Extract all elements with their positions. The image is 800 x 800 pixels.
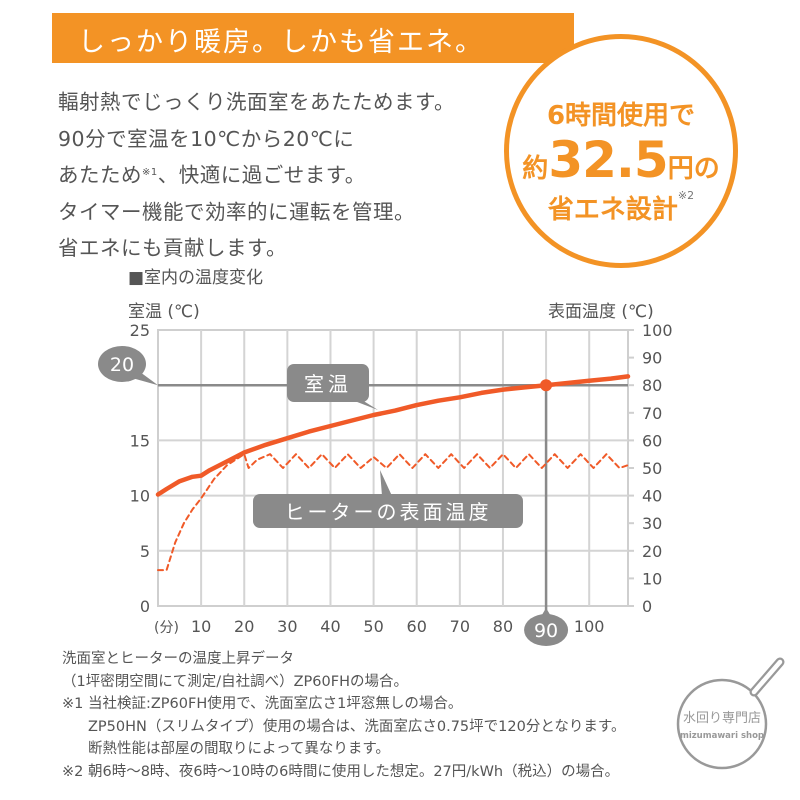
footnote-line-6: ※2 朝6時〜8時、夜6時〜10時の6時間に使用した想定。27円/kWh（税込）…	[62, 763, 620, 780]
badge-line-2: 約32.5円の	[509, 131, 733, 189]
svg-text:室温: 室温	[304, 372, 352, 396]
headline-text: しっかり暖房。しかも省エネ。	[78, 27, 484, 58]
description-line-3a: あたため	[58, 163, 142, 187]
badge-line-3-text: 省エネ設計	[547, 195, 678, 225]
heater-surface-temp-line	[157, 453, 629, 572]
footnote-line-5: 断熱性能は部屋の間取りによって異なります。	[88, 741, 390, 757]
svg-text:80: 80	[493, 617, 513, 636]
svg-text:50: 50	[642, 459, 662, 478]
description-line-2: 90分で室温を10℃から20℃に	[58, 126, 355, 151]
watermark-jp: 水回り専門店	[683, 711, 761, 726]
description-line-3: あたため※1、快適に過ごせます。	[58, 157, 455, 194]
description-line-4: タイマー機能で効率的に運転を管理。	[58, 199, 415, 224]
svg-text:10: 10	[191, 617, 211, 636]
room-temp-line	[155, 374, 631, 497]
svg-text:ヒーターの表面温度: ヒーターの表面温度	[285, 500, 492, 524]
svg-text:20: 20	[234, 617, 254, 636]
badge-prefix: 約	[522, 154, 549, 184]
description-line-5: 省エネにも貢献します。	[58, 236, 287, 260]
chart-axis-ticks: 10 20 30 40 50 60 70 80 100(分)051015250102030405…	[130, 321, 673, 636]
badge-amount: 32.5	[548, 131, 668, 189]
y-axis-left-title: 室温 (℃)	[128, 302, 200, 322]
svg-text:40: 40	[320, 617, 340, 636]
svg-text:20: 20	[110, 354, 134, 376]
description-text: 輻射熱でじっくり洗面室をあたためます。 90分で室温を10℃から20℃に あたた…	[58, 84, 455, 267]
chart-grid	[157, 329, 634, 618]
svg-text:25: 25	[130, 321, 150, 340]
shop-watermark: 水回り専門店 mizumawari shop	[676, 657, 785, 770]
footnote-ref-1: ※1	[142, 167, 158, 178]
badge-line-1: 6時間使用で	[546, 101, 696, 131]
svg-text:70: 70	[642, 404, 662, 423]
svg-text:0: 0	[642, 597, 652, 616]
y-axis-right-title: 表面温度 (℃)	[548, 302, 654, 322]
chart-series	[155, 374, 631, 572]
svg-text:80: 80	[642, 376, 662, 395]
svg-text:60: 60	[407, 617, 427, 636]
svg-text:100: 100	[642, 321, 673, 340]
svg-text:60: 60	[642, 431, 662, 450]
description-line-1: 輻射熱でじっくり洗面室をあたためます。	[58, 90, 455, 114]
svg-text:0: 0	[140, 597, 150, 616]
footnote-line-1: 洗面室とヒーターの温度上昇データ	[62, 651, 294, 667]
energy-saving-badge: 6時間使用で 約32.5円の 省エネ設計※2	[504, 34, 738, 268]
svg-text:15: 15	[130, 431, 150, 450]
svg-text:40: 40	[642, 487, 662, 506]
headline-banner: しっかり暖房。しかも省エネ。	[52, 13, 574, 63]
svg-text:90: 90	[642, 349, 662, 368]
svg-text:90: 90	[534, 620, 558, 642]
svg-text:100: 100	[574, 617, 605, 636]
footnotes: 洗面室とヒーターの温度上昇データ （1坪密閉空間にて測定/自社調べ）ZP60FH…	[62, 648, 625, 783]
svg-text:10: 10	[130, 487, 150, 506]
svg-text:50: 50	[363, 617, 383, 636]
watermark-en: mizumawari shop	[680, 731, 764, 741]
chart-title: ■室内の温度変化	[128, 268, 264, 288]
svg-text:(分): (分)	[154, 620, 179, 636]
footnote-line-2: （1坪密閉空間にて測定/自社調べ）ZP60FHの場合。	[62, 673, 408, 690]
badge-line-3: 省エネ設計※2	[509, 189, 733, 226]
footnote-line-4: ZP50HN（スリムタイプ）使用の場合は、洗面室広さ0.75坪で120分となりま…	[88, 718, 626, 735]
svg-text:30: 30	[277, 617, 297, 636]
footnote-ref-2: ※2	[677, 189, 695, 202]
svg-text:20: 20	[642, 542, 662, 561]
badge-suffix: 円の	[667, 154, 720, 184]
magnifier-icon	[676, 678, 768, 770]
footnote-line-3: ※1 当社検証:ZP60FH使用で、洗面室広さ1坪窓無しの場合。	[62, 696, 463, 712]
description-line-3b: 、快適に過ごせます。	[157, 163, 366, 187]
svg-text:70: 70	[450, 617, 470, 636]
svg-text:30: 30	[642, 514, 662, 533]
svg-text:10: 10	[642, 569, 662, 588]
svg-text:5: 5	[140, 542, 150, 561]
